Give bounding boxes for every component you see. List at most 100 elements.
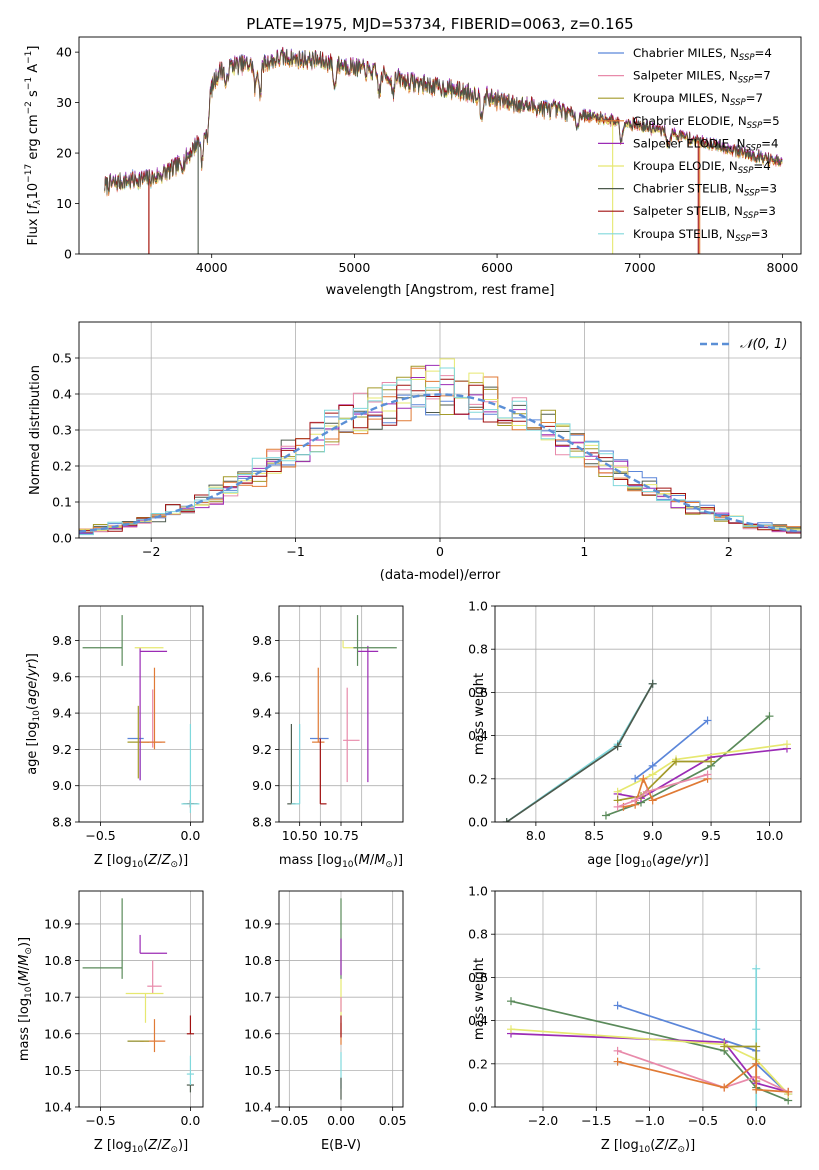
weight-line xyxy=(510,1000,789,1102)
y-tick-label: 0 xyxy=(64,247,72,262)
y-tick-label: 10.6 xyxy=(44,1026,72,1041)
axes-frame xyxy=(78,321,802,539)
x-tick-label: 6000 xyxy=(481,260,513,275)
errorbars xyxy=(287,615,397,805)
x-tick-label: −2.0 xyxy=(528,1113,558,1128)
x-tick-label: 0.00 xyxy=(327,1113,355,1128)
y-tick-label: 1.0 xyxy=(468,884,488,899)
x-tick-label: 0 xyxy=(436,544,444,559)
x-axis-label: E(B-V) xyxy=(321,1138,361,1153)
x-axis-label: (data-model)/error xyxy=(380,568,501,583)
x-tick-label: −1.5 xyxy=(581,1113,611,1128)
y-tick-label: 10.7 xyxy=(244,990,272,1005)
axes-frame xyxy=(494,605,802,823)
y-tick-label: 10 xyxy=(56,196,72,211)
y-tick-label: 0.5 xyxy=(52,351,72,366)
y-axis-label: Flux [fλ10−17 erg cm−2 s−1 A−1] xyxy=(24,46,43,246)
weight-line xyxy=(617,1049,789,1093)
axes-frame xyxy=(278,890,404,1108)
spectrum-lines xyxy=(104,46,783,254)
y-tick-label: 0.4 xyxy=(468,1013,488,1028)
x-tick-label: −0.5 xyxy=(85,828,115,843)
y-tick-label: 10.7 xyxy=(44,990,72,1005)
y-tick-label: 0.2 xyxy=(52,459,72,474)
y-tick-label: 20 xyxy=(56,146,72,161)
y-tick-label: 10.5 xyxy=(244,1063,272,1078)
y-tick-label: 1.0 xyxy=(468,599,488,614)
legend-label: Salpeter MILES, NSSP=7 xyxy=(633,69,771,86)
y-tick-label: 9.6 xyxy=(52,669,72,684)
figure-title: PLATE=1975, MJD=53734, FIBERID=0063, z=0… xyxy=(246,15,633,33)
legend-label: Kroupa STELIB, NSSP=3 xyxy=(633,227,768,244)
axes-frame xyxy=(78,605,204,823)
x-tick-label: 2 xyxy=(725,544,733,559)
y-tick-label: 0.2 xyxy=(468,771,488,786)
axes-frame xyxy=(494,890,802,1108)
y-axis-label: mass weight xyxy=(472,958,487,1040)
legend-label: Chabrier MILES, NSSP=4 xyxy=(633,46,772,63)
weight-line xyxy=(510,1032,789,1093)
weight-line xyxy=(510,1028,789,1095)
x-tick-label: −1.0 xyxy=(634,1113,664,1128)
x-tick-label: 9.5 xyxy=(701,828,721,843)
x-tick-label: −0.5 xyxy=(85,1113,115,1128)
y-tick-label: 10.8 xyxy=(44,953,72,968)
weight-line xyxy=(617,743,788,793)
x-axis-label: age [log10(age/yr)] xyxy=(587,853,709,870)
x-tick-label: 0.0 xyxy=(180,828,200,843)
age_vs_mass-panel: 10.50 10.75 8.8 9.0 9.2 9.4 9.6 9.8 mass [log10(… xyxy=(252,605,404,870)
x-tick-label: 7000 xyxy=(624,260,656,275)
y-tick-label: 9.8 xyxy=(252,633,272,648)
weight-line xyxy=(617,747,788,800)
x-tick-label: 9.0 xyxy=(643,828,663,843)
x-tick-label: 8000 xyxy=(767,260,799,275)
x-tick-label: 0.0 xyxy=(180,1113,200,1128)
x-axis-label: Z [log10(Z/Z⊙)] xyxy=(94,1138,188,1155)
y-axis-label: mass [log10(M/M⊙)] xyxy=(17,937,34,1061)
weight-lines xyxy=(502,679,791,822)
mass_vs_EBV-panel: −0.05 0.00 0.05 10.4 10.5 10.6 10.7 10.8 10.9 E(B… xyxy=(244,890,407,1153)
gaussian-curve xyxy=(79,393,801,533)
x-tick-label: −1 xyxy=(286,544,304,559)
y-tick-label: 0.1 xyxy=(52,495,72,510)
y-tick-label: 8.8 xyxy=(52,815,72,830)
y-tick-label: 0.4 xyxy=(52,387,72,402)
histogram-lines xyxy=(79,358,801,537)
y-tick-label: 10.9 xyxy=(244,916,272,931)
residuals-panel: −2 −1 0 1 2 0.0 0.1 0.2 0.3 0.4 0.5 𝒩(0, 1) (data-mo… xyxy=(28,321,802,583)
y-tick-label: 0.6 xyxy=(468,685,488,700)
x-axis-label: wavelength [Angstrom, rest frame] xyxy=(326,283,555,298)
age_vs_Z-panel: −0.5 0.0 8.8 9.0 9.2 9.4 9.6 9.8 Z [log10(Z/Z⊙)]… xyxy=(25,605,204,870)
weight-line xyxy=(617,773,708,808)
y-tick-label: 9.4 xyxy=(252,706,272,721)
legend-label: 𝒩(0, 1) xyxy=(740,337,787,352)
legend-label: Kroupa ELODIE, NSSP=4 xyxy=(633,159,771,176)
axes-frame xyxy=(278,605,404,823)
x-tick-label: 10.75 xyxy=(323,828,359,843)
y-tick-label: 0.0 xyxy=(52,531,72,546)
y-tick-label: 9.4 xyxy=(52,706,72,721)
histogram-step xyxy=(79,367,801,537)
x-tick-label: 0.05 xyxy=(379,1113,407,1128)
y-tick-label: 0.0 xyxy=(468,815,488,830)
x-tick-label: 8.5 xyxy=(584,828,604,843)
x-tick-label: 10.50 xyxy=(282,828,318,843)
y-axis-label: mass weight xyxy=(472,673,487,755)
x-tick-label: −0.5 xyxy=(688,1113,718,1128)
y-tick-label: 10.6 xyxy=(244,1026,272,1041)
errorbars xyxy=(82,615,200,813)
weight_vs_age-panel: 8.0 8.5 9.0 9.5 10.0 0.0 0.2 0.4 0.6 0.8 1.0 age [l… xyxy=(468,599,802,870)
y-axis-label: age [log10(age/yr)] xyxy=(25,653,42,775)
weight_vs_Z-panel: −2.0 −1.5 −1.0 −0.5 0.0 0.0 0.2 0.4 0.6 0.8 1.0 Z [… xyxy=(468,884,802,1155)
y-tick-label: 0.0 xyxy=(468,1100,488,1115)
y-tick-label: 10.9 xyxy=(44,916,72,931)
y-tick-label: 0.3 xyxy=(52,423,72,438)
x-tick-label: 8.0 xyxy=(526,828,546,843)
mass_vs_Z-panel: −0.5 0.0 10.4 10.5 10.6 10.7 10.8 10.9 Z [log10(… xyxy=(17,890,204,1155)
y-tick-label: 10.5 xyxy=(44,1063,72,1078)
y-tick-label: 10.8 xyxy=(244,953,272,968)
x-tick-label: 4000 xyxy=(196,260,228,275)
legend-label: Chabrier ELODIE, NSSP=5 xyxy=(633,114,780,131)
spectrum-panel: 4000 5000 6000 7000 8000 0 10 20 30 40 Chabrier MI… xyxy=(24,36,802,298)
